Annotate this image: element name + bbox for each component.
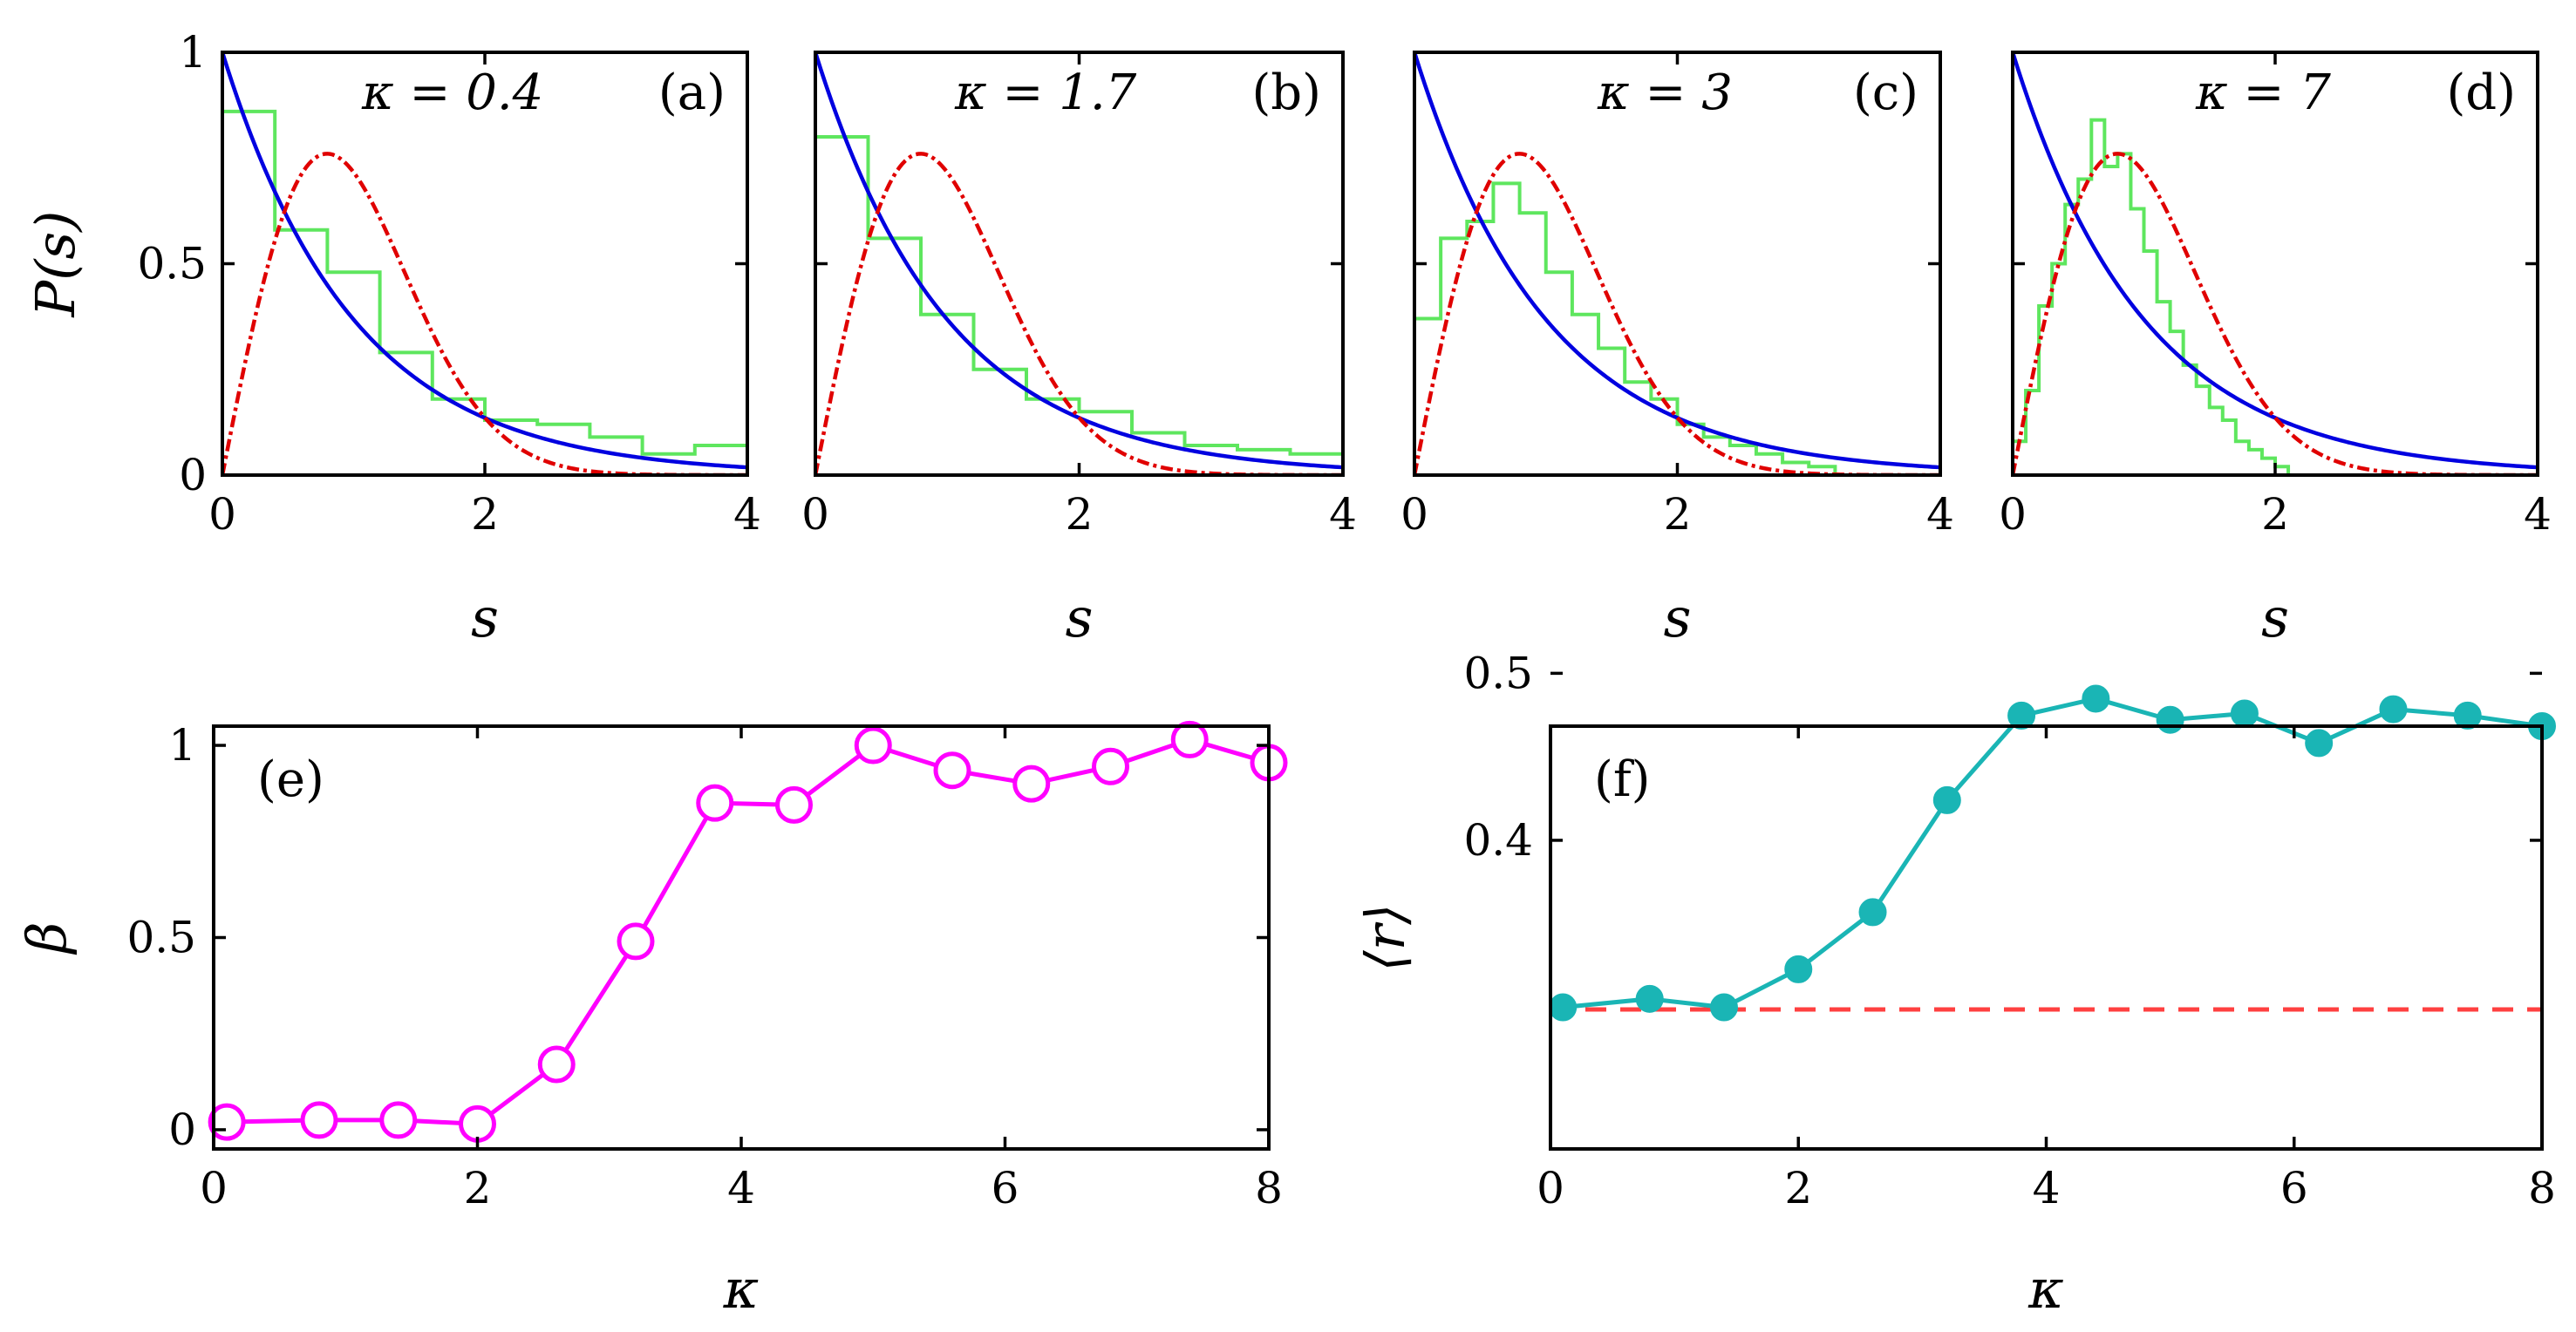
kappa-annotation: κ = 3 [1597,65,1733,121]
x-axis-label: s [2261,586,2289,649]
x-axis-label: s [1664,586,1692,649]
histogram-stairs [815,135,1343,475]
panel-label: (f) [1594,751,1650,808]
histogram-stairs [222,109,747,475]
data-point [300,1101,338,1139]
plot-area [1550,1007,2542,1012]
data-point [1709,993,1738,1022]
data-point [2007,701,2036,730]
ytick-label: 0.4 [1463,815,1533,866]
y-axis-label: β [15,922,78,955]
panel-d: 0 2 4 s κ = 7 (d) [1999,51,2552,649]
data-point [2230,699,2259,728]
data-line [1562,696,2543,1010]
data-point [854,726,892,765]
panel-b: 0 2 4 s κ = 1.7 (b) [801,51,1357,649]
xtick-label: 0 [1400,489,1428,540]
xtick-label: 0 [208,489,236,540]
xtick-label: 0 [1537,1163,1564,1213]
data-line [227,737,1270,1126]
x-axis-label: s [471,586,499,649]
data-point [696,784,734,822]
data-point [2082,684,2110,713]
xtick-label: 4 [2524,489,2552,540]
histogram-stairs [2013,118,2291,475]
data-point [1784,955,1813,983]
data-point [537,1045,576,1084]
data-point [379,1101,418,1139]
kappa-annotation: κ = 0.4 [361,65,543,121]
wigner-dyson-curve [2013,152,2538,475]
ytick-label: 0.5 [1463,648,1533,698]
panel-f: 0 2 4 6 8 0.4 0.5 κ ⟨r⟩ (f) [1353,648,2556,1321]
y-axis-label: ⟨r⟩ [1353,903,1417,971]
xtick-label: 4 [2033,1163,2061,1213]
xtick-label: 4 [727,1163,755,1213]
data-point [1549,993,1578,1022]
data-point [1092,747,1129,785]
wigner-dyson-curve [1414,152,1940,475]
data-point [2379,695,2408,724]
panel-c: 0 2 4 s κ = 3 (c) [1400,51,1954,649]
data-point [459,1104,496,1143]
x-axis-label: κ [2027,1257,2064,1321]
panel-label: (b) [1251,65,1321,121]
xtick-label: 4 [1926,489,1954,540]
data-point [1858,898,1887,927]
wigner-dyson-curve [222,152,747,475]
xtick-label: 8 [1255,1163,1283,1213]
ytick-label: 0.5 [126,913,196,963]
data-point [2156,705,2184,734]
xtick-label: 2 [471,489,499,540]
ytick-label: 0 [168,1104,196,1155]
plot-area [1414,52,1940,475]
data-point [1932,785,1961,814]
xtick-label: 2 [2261,489,2289,540]
xtick-label: 4 [733,489,761,540]
xtick-label: 6 [992,1163,1019,1213]
xtick-label: 4 [1329,489,1357,540]
panel-label: (c) [1853,65,1918,121]
panel-label: (d) [2446,65,2516,121]
data-point [2453,701,2482,730]
wigner-dyson-curve [815,152,1343,475]
data-point [1635,984,1664,1013]
ytick-label: 1 [168,720,196,771]
xtick-label: 8 [2528,1163,2556,1213]
xtick-label: 2 [1066,489,1094,540]
xtick-label: 2 [1664,489,1692,540]
x-axis-label: s [1066,586,1094,649]
data-point [2305,729,2334,758]
axes-frame-bottom-1 [1549,724,2544,1151]
poisson-curve [222,52,747,470]
xtick-label: 6 [2280,1163,2308,1213]
panel-label: (a) [658,65,726,121]
poisson-curve [2013,52,2538,470]
data-point [1170,720,1209,758]
data-point [617,922,655,961]
ytick-label: 0.5 [137,239,207,289]
kappa-annotation: κ = 1.7 [954,65,1137,121]
kappa-annotation: κ = 7 [2195,65,2331,121]
xtick-label: 0 [1999,489,2027,540]
xtick-label: 0 [200,1163,228,1213]
panel-a: 0 2 4 0 0.5 1 s κ = 0.4 (a) P(s) [24,27,761,649]
xtick-label: 0 [801,489,829,540]
xtick-label: 2 [1784,1163,1812,1213]
ytick-label: 0 [179,450,207,500]
axes-frame-bottom-0 [212,724,1271,1151]
xtick-label: 2 [464,1163,492,1213]
data-point [1012,765,1051,803]
ytick-label: 1 [179,27,207,78]
panel-e: 0 2 4 6 8 0 0.5 1 κ β (e) [15,720,1288,1321]
panel-label: (e) [257,751,324,808]
data-point [933,751,971,790]
y-axis-label: P(s) [24,211,87,318]
plot-area [815,52,1343,475]
data-point [775,785,813,824]
x-axis-label: κ [723,1257,760,1321]
